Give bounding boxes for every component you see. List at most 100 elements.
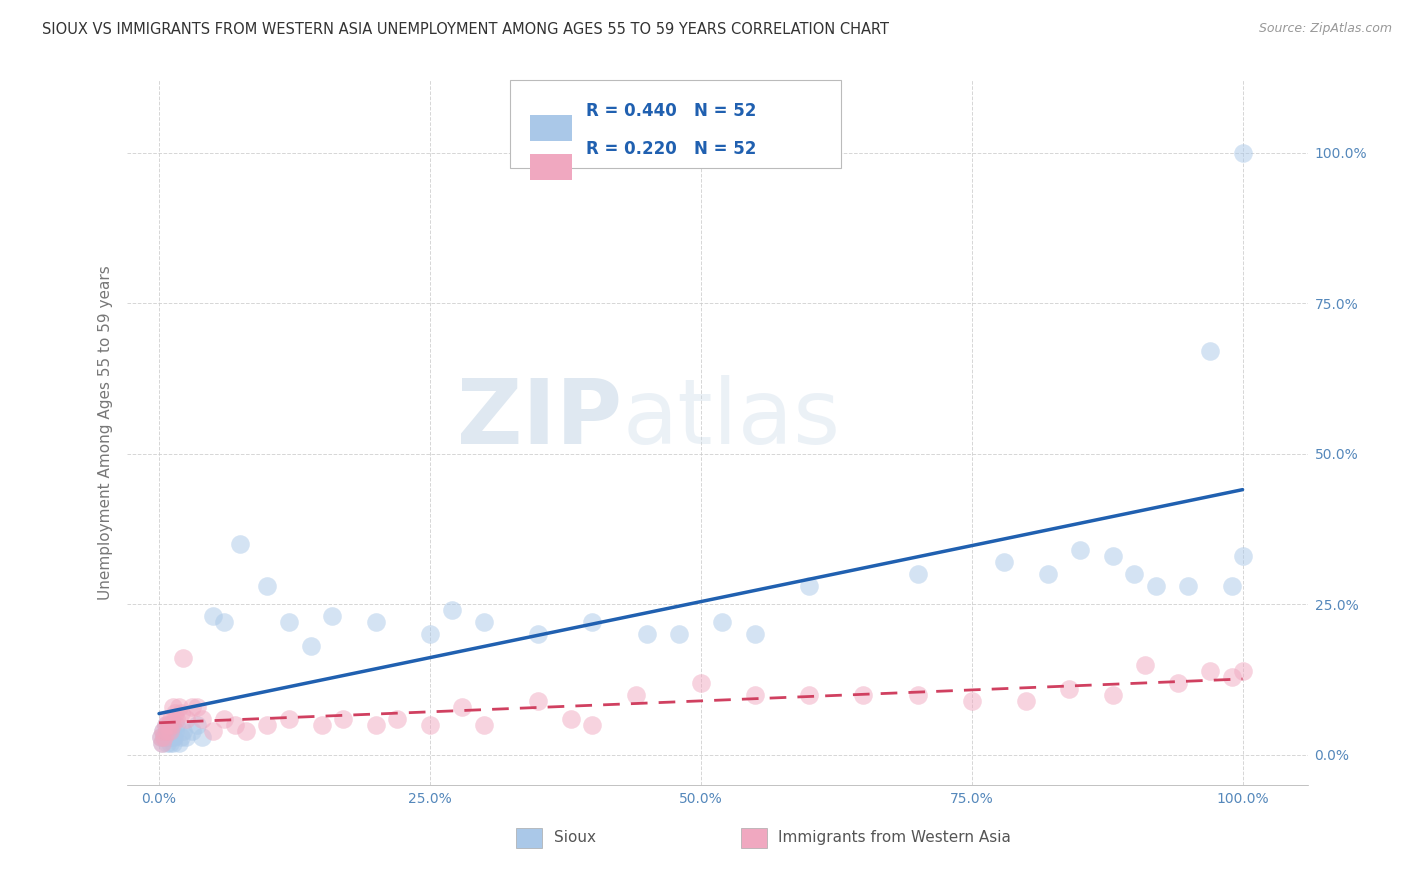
Text: Source: ZipAtlas.com: Source: ZipAtlas.com: [1258, 22, 1392, 36]
Point: [1232, 145, 1254, 160]
Point: [668, 627, 690, 641]
Point: [440, 603, 463, 617]
Point: [1199, 344, 1222, 359]
Point: [581, 717, 603, 731]
Point: [162, 699, 184, 714]
Point: [419, 627, 441, 641]
Point: [186, 699, 208, 714]
Point: [1036, 567, 1059, 582]
Point: [1133, 657, 1156, 672]
Point: [1144, 579, 1167, 593]
Text: R = 0.440   N = 52: R = 0.440 N = 52: [586, 103, 756, 120]
Point: [170, 730, 193, 744]
Point: [1177, 579, 1199, 593]
Point: [191, 730, 214, 744]
Point: [202, 723, 225, 738]
Point: [387, 712, 409, 726]
Point: [311, 717, 333, 731]
Point: [1069, 543, 1091, 558]
Point: [581, 615, 603, 630]
Point: [321, 609, 343, 624]
Point: [1167, 675, 1189, 690]
Point: [332, 712, 354, 726]
Point: [172, 651, 194, 665]
Point: [1057, 681, 1080, 696]
Point: [159, 723, 181, 738]
Point: [170, 706, 193, 720]
Point: [157, 717, 180, 731]
Point: [993, 555, 1015, 569]
Point: [202, 609, 225, 624]
Point: [212, 615, 235, 630]
Point: [152, 723, 174, 738]
Point: [744, 688, 766, 702]
Point: [1220, 579, 1243, 593]
FancyBboxPatch shape: [510, 80, 841, 169]
Point: [153, 730, 176, 744]
Point: [150, 736, 173, 750]
Point: [278, 712, 301, 726]
Point: [527, 627, 550, 641]
Y-axis label: Unemployment Among Ages 55 to 59 years: Unemployment Among Ages 55 to 59 years: [97, 265, 112, 600]
Point: [1220, 669, 1243, 683]
Point: [1199, 664, 1222, 678]
Point: [1123, 567, 1146, 582]
Point: [1101, 688, 1123, 702]
Point: [799, 688, 821, 702]
Point: [907, 567, 929, 582]
Point: [364, 717, 387, 731]
Point: [159, 736, 181, 750]
Text: R = 0.220   N = 52: R = 0.220 N = 52: [586, 140, 756, 159]
Point: [960, 693, 983, 707]
Point: [852, 688, 875, 702]
Point: [155, 717, 177, 731]
Point: [163, 730, 186, 744]
Point: [1015, 693, 1038, 707]
Point: [636, 627, 658, 641]
Point: [744, 627, 766, 641]
Point: [560, 712, 582, 726]
Point: [799, 579, 821, 593]
Point: [165, 712, 187, 726]
Point: [157, 723, 180, 738]
Point: [150, 736, 173, 750]
Text: atlas: atlas: [623, 375, 841, 463]
Point: [191, 712, 214, 726]
Point: [907, 688, 929, 702]
Point: [172, 723, 194, 738]
Point: [689, 675, 711, 690]
Point: [156, 723, 179, 738]
Point: [152, 723, 174, 738]
Text: Sioux: Sioux: [554, 830, 596, 846]
Point: [150, 730, 173, 744]
Point: [162, 736, 184, 750]
Point: [256, 717, 278, 731]
Point: [472, 717, 495, 731]
Point: [451, 699, 474, 714]
Point: [165, 706, 187, 720]
FancyBboxPatch shape: [741, 828, 766, 847]
Point: [299, 640, 322, 654]
Point: [235, 723, 257, 738]
Point: [278, 615, 301, 630]
Point: [174, 712, 197, 726]
Point: [160, 723, 183, 738]
Point: [156, 736, 179, 750]
Point: [1232, 549, 1254, 563]
Point: [1101, 549, 1123, 563]
Point: [419, 717, 441, 731]
Point: [180, 699, 202, 714]
Text: Immigrants from Western Asia: Immigrants from Western Asia: [779, 830, 1011, 846]
Point: [150, 730, 173, 744]
Point: [180, 723, 202, 738]
FancyBboxPatch shape: [530, 115, 572, 141]
Point: [186, 717, 208, 731]
Point: [160, 717, 183, 731]
Point: [156, 712, 179, 726]
Point: [165, 723, 187, 738]
Point: [256, 579, 278, 593]
Point: [224, 717, 246, 731]
Point: [1232, 664, 1254, 678]
Point: [711, 615, 734, 630]
FancyBboxPatch shape: [516, 828, 543, 847]
